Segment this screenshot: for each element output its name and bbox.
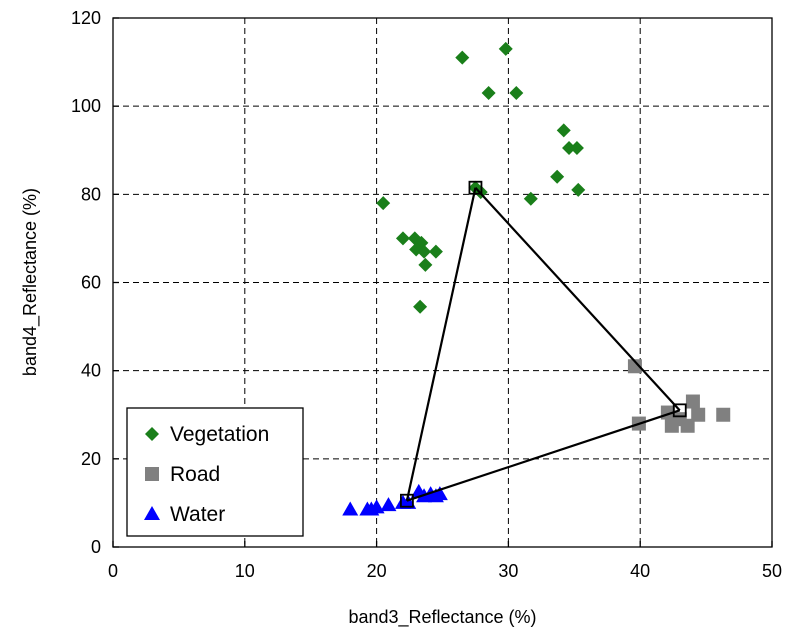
triangle-vertex <box>400 493 414 508</box>
vegetation-point <box>481 85 496 100</box>
y-tick-label: 20 <box>81 449 101 469</box>
road-point <box>685 394 700 409</box>
water-point <box>431 486 448 501</box>
legend-label-road: Road <box>170 463 220 486</box>
triangle-edge <box>406 409 681 502</box>
x-tick-label: 40 <box>630 561 650 581</box>
legend-marker-road <box>145 467 159 481</box>
x-tick-label: 20 <box>367 561 387 581</box>
legend-marker-water <box>144 506 160 520</box>
vegetation-point <box>556 123 571 138</box>
y-tick-label: 60 <box>81 273 101 293</box>
vegetation-point <box>418 257 433 272</box>
x-tick-label: 0 <box>108 561 118 581</box>
y-tick-label: 100 <box>71 96 101 116</box>
triangle-vertex <box>672 403 687 418</box>
vegetation-point <box>509 85 524 100</box>
vegetation-point <box>455 50 470 65</box>
y-tick-label: 80 <box>81 184 101 204</box>
y-tick-label: 120 <box>71 8 101 28</box>
vegetation-point <box>571 182 586 197</box>
y-tick-label: 0 <box>91 537 101 557</box>
legend-label-vegetation: Vegetation <box>170 423 269 446</box>
water-point <box>368 499 385 514</box>
ticks-layer: 0 10 20 30 40 50 0 20 40 60 80 100 120 <box>71 8 782 581</box>
points-layer <box>342 41 731 516</box>
road-point <box>627 359 642 374</box>
road-point <box>716 407 731 422</box>
water-point <box>342 501 359 516</box>
vegetation-point <box>413 299 428 314</box>
triangle-edge <box>405 187 477 501</box>
x-axis-title: band3_Reflectance (%) <box>348 607 536 628</box>
vegetation-point <box>523 191 538 206</box>
vegetation-point <box>562 141 577 156</box>
water-point <box>380 497 397 512</box>
vegetation-point <box>550 169 565 184</box>
triangle-vertex <box>468 180 483 195</box>
vegetation-point <box>417 244 432 259</box>
road-point <box>680 418 695 433</box>
vegetation-point <box>569 141 584 156</box>
legend-marker-vegetation <box>145 427 159 441</box>
y-axis-title: band4_Reflectance (%) <box>20 188 41 376</box>
vegetation-point <box>395 231 410 246</box>
x-tick-label: 10 <box>235 561 255 581</box>
vegetation-point <box>498 41 513 56</box>
legend: Vegetation Road Water <box>126 407 304 537</box>
x-tick-label: 30 <box>498 561 518 581</box>
endmember-triangle <box>400 180 687 508</box>
y-tick-label: 40 <box>81 361 101 381</box>
x-tick-label: 50 <box>762 561 782 581</box>
road-point <box>691 407 706 422</box>
legend-label-water: Water <box>170 503 225 526</box>
vegetation-point <box>376 196 391 211</box>
triangle-edge <box>474 186 681 412</box>
vegetation-point <box>428 244 443 259</box>
